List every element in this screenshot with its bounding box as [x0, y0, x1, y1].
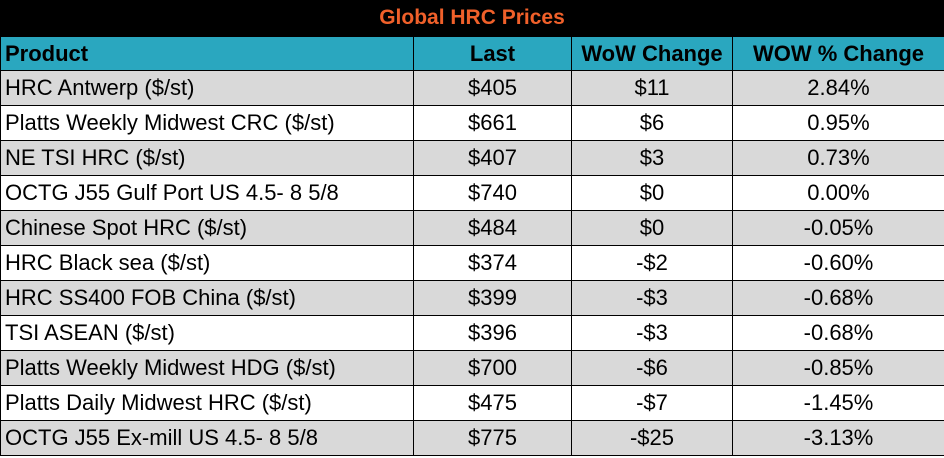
- cell-product: HRC SS400 FOB China ($/st): [0, 280, 414, 316]
- cell-product: HRC Black sea ($/st): [0, 245, 414, 281]
- table-row: HRC Black sea ($/st) $374 -$2 -0.60%: [0, 245, 944, 281]
- cell-wow-change: $0: [571, 175, 733, 211]
- table-row: OCTG J55 Gulf Port US 4.5- 8 5/8 $740 $0…: [0, 175, 944, 211]
- cell-product: HRC Antwerp ($/st): [0, 70, 414, 106]
- cell-product: OCTG J55 Gulf Port US 4.5- 8 5/8: [0, 175, 414, 211]
- cell-product: Platts Weekly Midwest CRC ($/st): [0, 105, 414, 141]
- cell-wow-change: $0: [571, 210, 733, 246]
- cell-last: $475: [413, 385, 572, 421]
- cell-wow-change: -$3: [571, 280, 733, 316]
- column-header-wow-change: WoW Change: [571, 36, 733, 71]
- cell-product: OCTG J55 Ex-mill US 4.5- 8 5/8: [0, 420, 414, 456]
- cell-last: $661: [413, 105, 572, 141]
- cell-wow-pct-change: -0.60%: [732, 245, 944, 281]
- table-row: HRC Antwerp ($/st) $405 $11 2.84%: [0, 70, 944, 106]
- table-row: HRC SS400 FOB China ($/st) $399 -$3 -0.6…: [0, 280, 944, 316]
- cell-wow-pct-change: 0.73%: [732, 140, 944, 176]
- cell-last: $407: [413, 140, 572, 176]
- cell-wow-pct-change: -0.68%: [732, 280, 944, 316]
- table-title: Global HRC Prices: [0, 0, 944, 36]
- cell-wow-pct-change: 2.84%: [732, 70, 944, 106]
- cell-wow-change: -$6: [571, 350, 733, 386]
- price-table: Product Last WoW Change WOW % Change HRC…: [0, 36, 944, 456]
- cell-wow-change: -$2: [571, 245, 733, 281]
- column-header-wow-pct-change: WOW % Change: [732, 36, 944, 71]
- table-row: Platts Weekly Midwest HDG ($/st) $700 -$…: [0, 350, 944, 386]
- cell-wow-change: -$25: [571, 420, 733, 456]
- table-row: Platts Weekly Midwest CRC ($/st) $661 $6…: [0, 105, 944, 141]
- cell-wow-pct-change: -0.05%: [732, 210, 944, 246]
- cell-product: TSI ASEAN ($/st): [0, 315, 414, 351]
- header-row: Product Last WoW Change WOW % Change: [0, 36, 944, 71]
- cell-last: $396: [413, 315, 572, 351]
- table-row: Chinese Spot HRC ($/st) $484 $0 -0.05%: [0, 210, 944, 246]
- cell-last: $740: [413, 175, 572, 211]
- table-row: TSI ASEAN ($/st) $396 -$3 -0.68%: [0, 315, 944, 351]
- cell-wow-change: -$7: [571, 385, 733, 421]
- cell-wow-change: $6: [571, 105, 733, 141]
- cell-wow-pct-change: -3.13%: [732, 420, 944, 456]
- cell-wow-pct-change: -0.68%: [732, 315, 944, 351]
- cell-wow-change: $3: [571, 140, 733, 176]
- column-header-product: Product: [0, 36, 414, 71]
- cell-last: $775: [413, 420, 572, 456]
- table-row: OCTG J55 Ex-mill US 4.5- 8 5/8 $775 -$25…: [0, 420, 944, 456]
- column-header-last: Last: [413, 36, 572, 71]
- cell-product: NE TSI HRC ($/st): [0, 140, 414, 176]
- cell-product: Platts Daily Midwest HRC ($/st): [0, 385, 414, 421]
- table-row: NE TSI HRC ($/st) $407 $3 0.73%: [0, 140, 944, 176]
- cell-wow-pct-change: -0.85%: [732, 350, 944, 386]
- cell-wow-pct-change: 0.95%: [732, 105, 944, 141]
- cell-last: $484: [413, 210, 572, 246]
- cell-last: $700: [413, 350, 572, 386]
- table-row: Platts Daily Midwest HRC ($/st) $475 -$7…: [0, 385, 944, 421]
- cell-product: Chinese Spot HRC ($/st): [0, 210, 414, 246]
- cell-last: $399: [413, 280, 572, 316]
- cell-product: Platts Weekly Midwest HDG ($/st): [0, 350, 414, 386]
- cell-wow-change: $11: [571, 70, 733, 106]
- cell-wow-change: -$3: [571, 315, 733, 351]
- cell-wow-pct-change: 0.00%: [732, 175, 944, 211]
- cell-last: $405: [413, 70, 572, 106]
- cell-last: $374: [413, 245, 572, 281]
- cell-wow-pct-change: -1.45%: [732, 385, 944, 421]
